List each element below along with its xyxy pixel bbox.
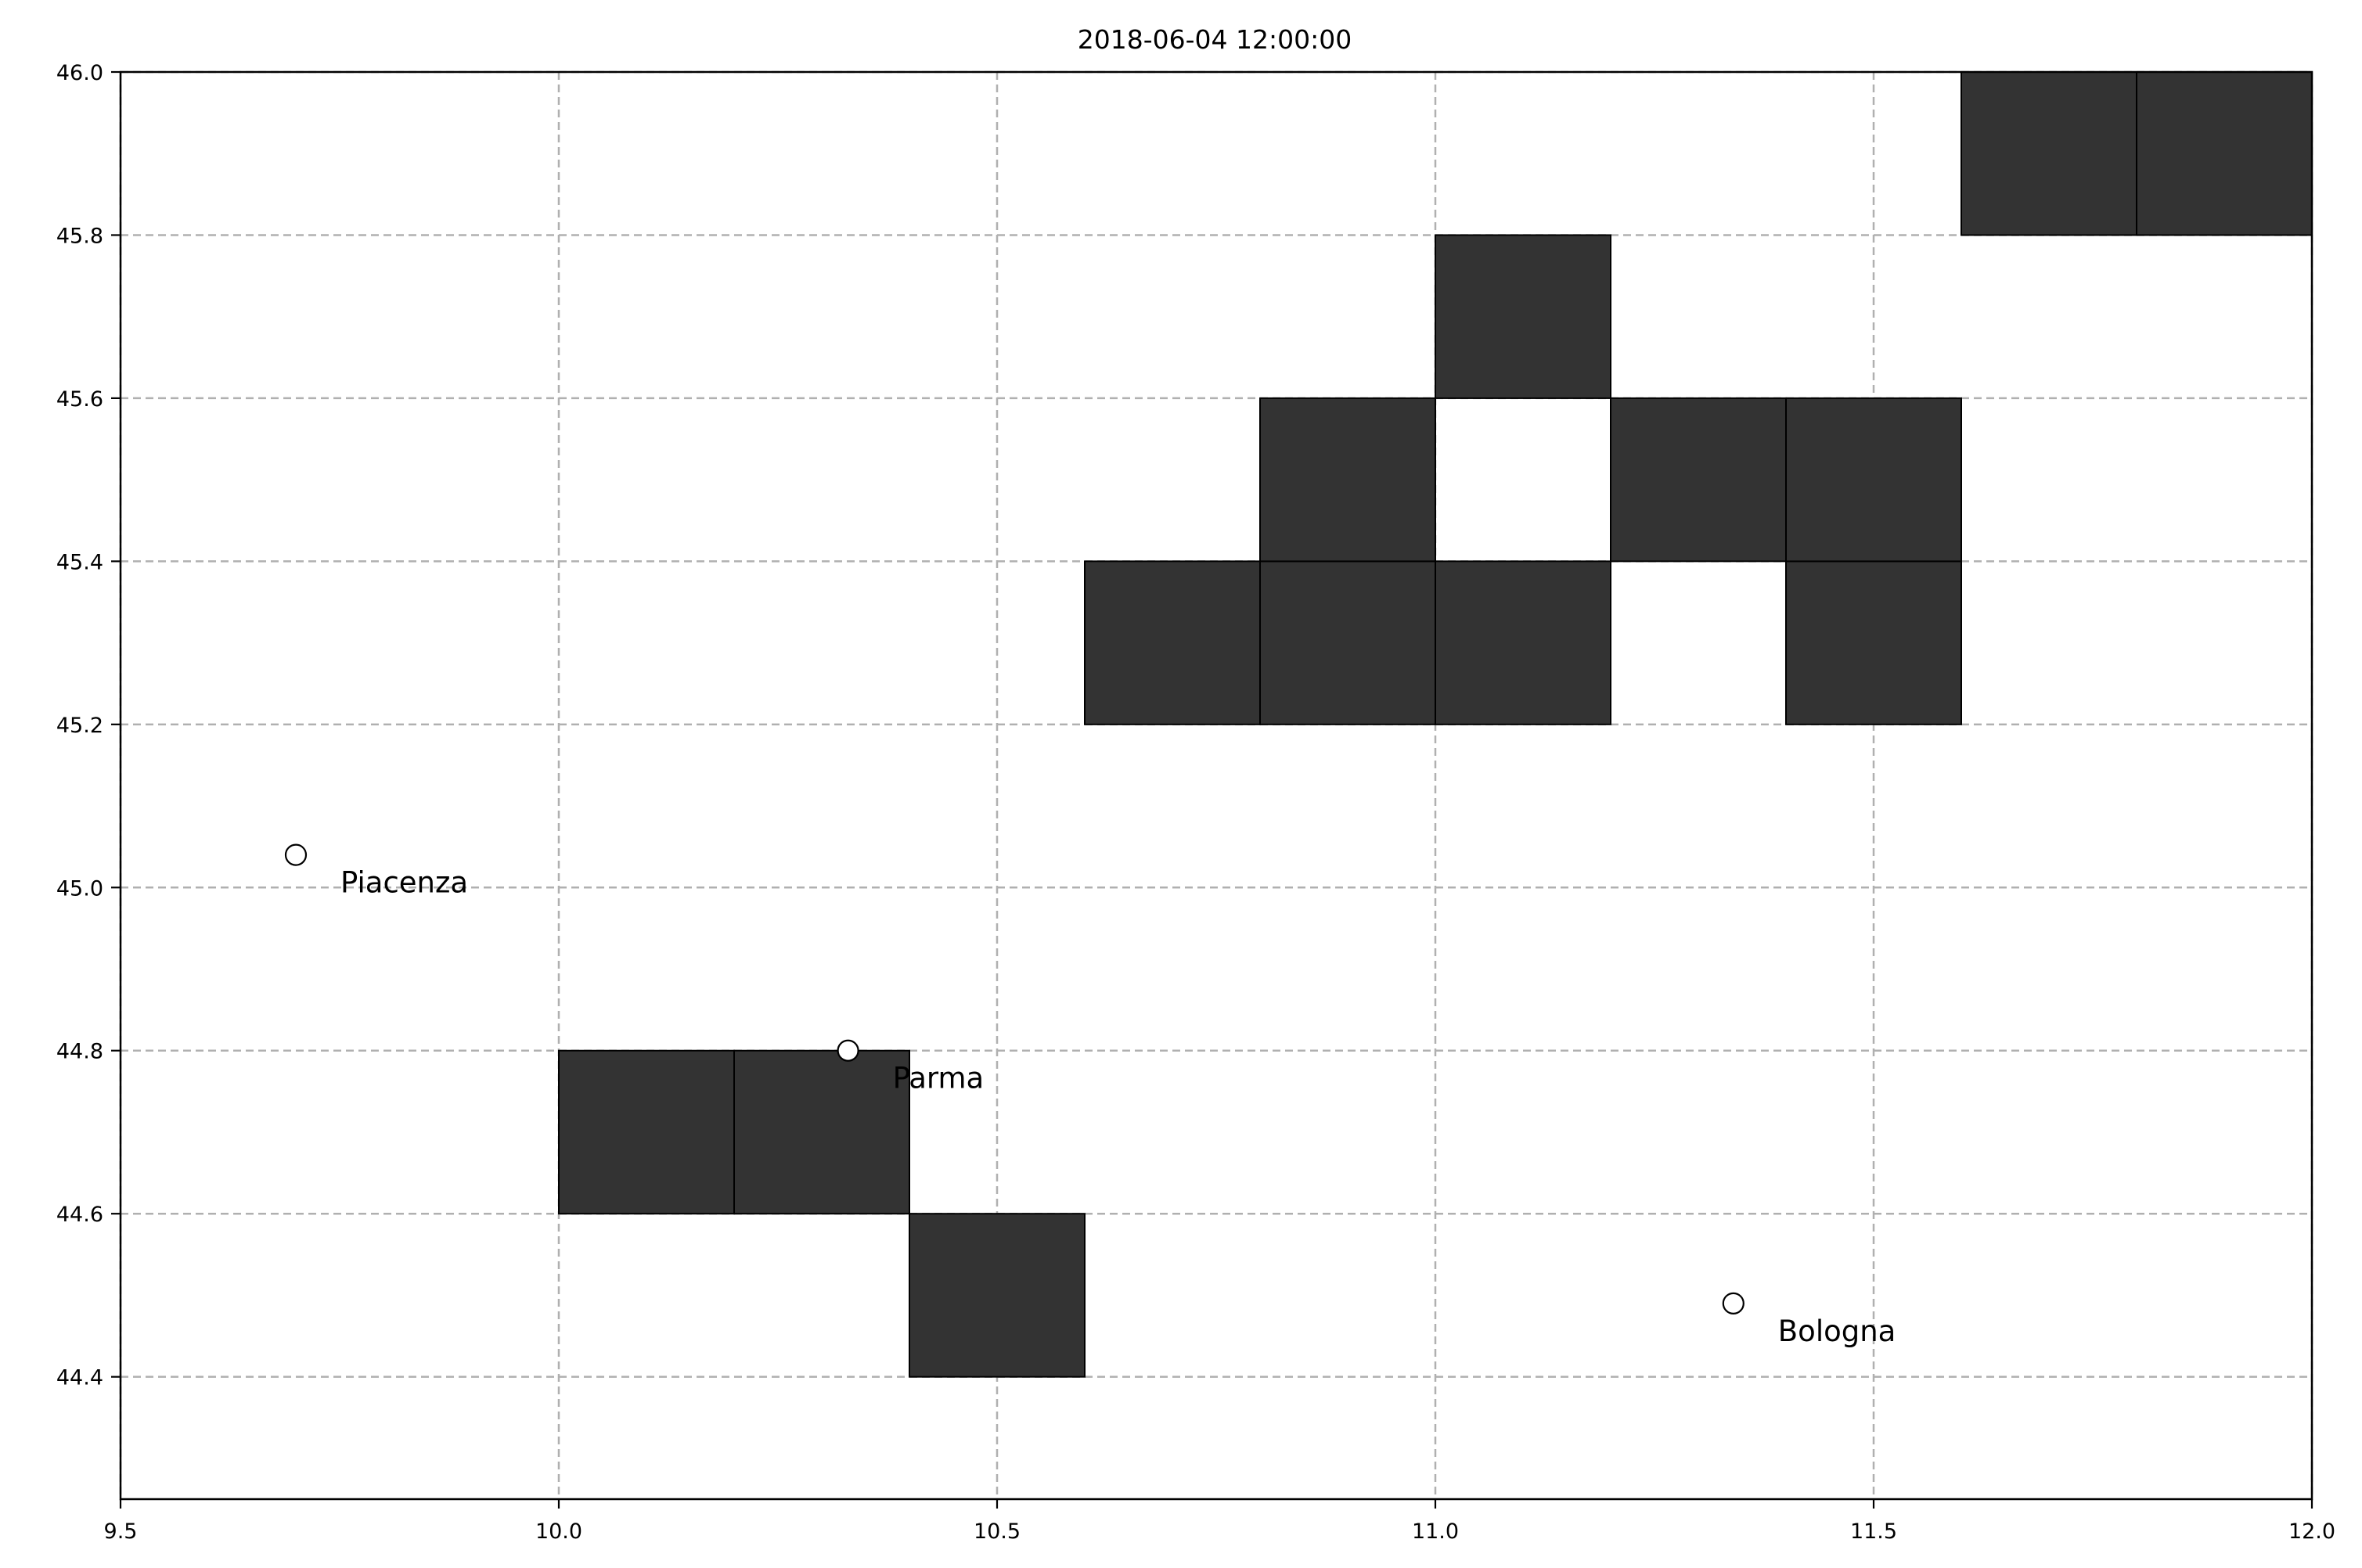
grid-cell <box>1610 397 1787 563</box>
city-label: Piacenza <box>340 866 468 900</box>
plot-frame <box>119 70 2313 1501</box>
grid-cell <box>2136 71 2313 236</box>
grid-cell <box>1259 560 1436 725</box>
y-tick-label: 45.4 <box>56 550 103 574</box>
grid-cell <box>1259 397 1436 563</box>
y-tick-label: 44.4 <box>56 1366 103 1390</box>
tick-labels: 9.5 10.0 10.5 11.0 11.5 12.0 44.4 44.6 44.8 45.0 4… <box>56 61 2335 1544</box>
grid-cell <box>1785 560 1962 725</box>
y-tick-label: 45.6 <box>56 387 103 412</box>
city-label: Parma <box>893 1062 985 1095</box>
y-tick-label: 45.0 <box>56 876 103 901</box>
cells-group <box>558 71 2313 1378</box>
grid-cell <box>558 1049 735 1215</box>
grid-cell <box>733 1049 910 1215</box>
grid-cell <box>1961 71 2137 236</box>
city-marker <box>1722 1292 1744 1314</box>
grid-cell <box>1785 397 1962 563</box>
city-marker <box>284 843 308 866</box>
x-tick-label: 12.0 <box>2288 1519 2335 1544</box>
x-tick-label: 10.5 <box>974 1519 1021 1544</box>
y-tick-label: 46.0 <box>56 61 103 85</box>
y-tick-label: 44.8 <box>56 1040 103 1064</box>
x-tick-label: 11.0 <box>1412 1519 1459 1544</box>
city-label: Bologna <box>1778 1314 1896 1348</box>
x-tick-label: 9.5 <box>104 1519 138 1544</box>
grid-cell <box>1435 560 1611 725</box>
axes <box>111 70 2313 1509</box>
y-tick-label: 44.6 <box>56 1203 103 1227</box>
x-tick-label: 10.0 <box>535 1519 582 1544</box>
cities-group: Piacenza Parma Bologna <box>284 843 1896 1348</box>
city-marker <box>837 1039 859 1062</box>
grid-cell <box>1435 234 1611 399</box>
chart-title: 2018-06-04 12:00:00 <box>1078 24 1352 55</box>
y-tick-label: 45.2 <box>56 714 103 738</box>
x-tick-label: 11.5 <box>1850 1519 1897 1544</box>
y-tick-label: 45.8 <box>56 224 103 248</box>
grid-cell <box>909 1213 1086 1378</box>
grid-cell <box>1084 560 1261 725</box>
